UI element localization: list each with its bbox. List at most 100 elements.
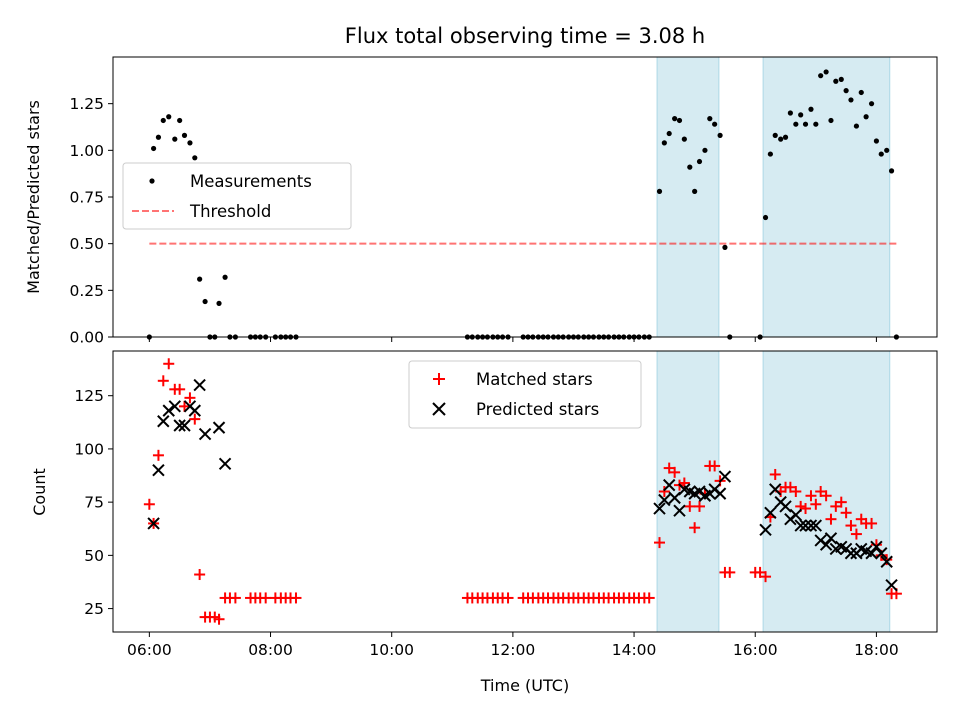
top-y-tick-label: 0.25 bbox=[69, 282, 104, 300]
measurement-point bbox=[762, 214, 769, 221]
matched-star-point bbox=[654, 537, 666, 549]
measurement-point bbox=[828, 117, 834, 124]
measurement-point bbox=[187, 140, 193, 146]
matched-star-point bbox=[152, 449, 164, 461]
predicted-star-point bbox=[168, 400, 182, 413]
measurement-point bbox=[202, 298, 208, 305]
measurement-point bbox=[833, 78, 839, 84]
top-y-tick-label: 0.75 bbox=[69, 189, 104, 207]
measurement-point bbox=[868, 101, 875, 107]
matched-star-point bbox=[189, 413, 201, 425]
matched-star-point bbox=[835, 496, 847, 508]
measurement-point bbox=[838, 76, 844, 82]
top-shaded-interval-1 bbox=[762, 56, 891, 338]
measurement-point bbox=[192, 155, 198, 161]
matched-star-point bbox=[229, 592, 241, 604]
bottom-axes-frame bbox=[112, 350, 938, 633]
matched-star-point bbox=[805, 490, 817, 502]
predicted-star-point bbox=[193, 378, 206, 392]
predicted-star-point bbox=[673, 504, 686, 517]
top-x-ticks bbox=[148, 337, 877, 342]
matched-star-point bbox=[800, 503, 812, 515]
predicted-star-point bbox=[658, 493, 671, 507]
x-axis-label: Time (UTC) bbox=[480, 676, 569, 695]
predicted-star-point bbox=[713, 487, 727, 500]
measurement-point bbox=[197, 276, 203, 282]
chart-title: Flux total observing time = 3.08 h bbox=[345, 24, 705, 48]
bottom-predicted-points bbox=[147, 378, 898, 592]
predicted-star-point bbox=[178, 419, 191, 432]
bottom-y-axis-label: Count bbox=[30, 468, 49, 516]
measurement-point bbox=[216, 300, 222, 306]
measurement-point bbox=[712, 121, 718, 127]
top-shaded-intervals bbox=[656, 56, 891, 338]
matched-star-point bbox=[840, 507, 852, 519]
matched-star-point bbox=[178, 400, 190, 412]
matched-star-point bbox=[850, 528, 862, 540]
matched-star-point bbox=[194, 569, 206, 581]
measurement-point bbox=[717, 132, 723, 138]
top-y-axis-label: Matched/Predicted stars bbox=[24, 100, 43, 294]
top-y-tick-label: 0.00 bbox=[69, 329, 104, 347]
measurement-point bbox=[884, 147, 890, 153]
predicted-star-point bbox=[653, 502, 666, 515]
bottom-legend-box bbox=[408, 360, 642, 429]
matched-star-point bbox=[260, 592, 272, 604]
matched-star-point bbox=[866, 517, 878, 529]
measurement-point bbox=[666, 130, 672, 137]
predicted-star-point bbox=[759, 523, 772, 537]
matched-star-point bbox=[157, 375, 169, 387]
measurement-point bbox=[778, 136, 784, 142]
measurement-point bbox=[722, 244, 728, 250]
measurement-point bbox=[661, 140, 667, 146]
matched-star-point bbox=[810, 498, 822, 510]
top-y-tick-label: 0.50 bbox=[69, 235, 104, 253]
x-tick-label: 14:00 bbox=[612, 641, 657, 659]
measurement-point bbox=[843, 88, 849, 94]
measurement-point bbox=[853, 123, 860, 129]
predicted-star-point bbox=[789, 508, 803, 522]
measurement-point bbox=[172, 136, 178, 142]
matched-star-point bbox=[760, 571, 772, 583]
matched-star-point bbox=[684, 500, 696, 512]
legend-threshold-label: Threshold bbox=[189, 202, 271, 221]
x-tick-label: 08:00 bbox=[248, 641, 293, 659]
measurement-point bbox=[160, 117, 166, 124]
predicted-star-point bbox=[173, 419, 186, 432]
measurement-point bbox=[150, 145, 157, 152]
matched-star-point bbox=[709, 460, 721, 472]
measurement-point bbox=[696, 158, 703, 165]
measurement-point bbox=[222, 274, 228, 280]
measurement-point bbox=[798, 112, 804, 118]
x-tick-label: 16:00 bbox=[733, 641, 778, 659]
matched-star-point bbox=[143, 498, 155, 510]
measurement-point bbox=[166, 114, 172, 120]
predicted-star-point bbox=[769, 483, 782, 496]
matched-star-point bbox=[845, 520, 857, 532]
bottom-y-tick-label: 25 bbox=[84, 600, 104, 618]
predicted-star-point bbox=[152, 464, 165, 477]
x-tick-label: 12:00 bbox=[491, 641, 536, 659]
bottom-y-tick-label: 100 bbox=[74, 440, 104, 458]
measurement-point bbox=[787, 110, 793, 116]
matched-star-point bbox=[643, 592, 655, 604]
matched-star-point bbox=[163, 358, 175, 370]
predicted-star-point bbox=[870, 540, 883, 554]
measurement-point bbox=[782, 134, 789, 140]
measurement-point bbox=[818, 73, 824, 79]
measurement-point bbox=[656, 188, 663, 194]
matched-star-point bbox=[689, 522, 701, 534]
bottom-y-tick-label: 125 bbox=[74, 387, 104, 405]
predicted-star-point bbox=[804, 519, 818, 532]
measurement-point bbox=[793, 121, 799, 127]
top-y-ticks: 0.00 0.25 0.50 0.75 1.00 1.25 bbox=[69, 95, 113, 347]
x-tick-label: 18:00 bbox=[854, 641, 899, 659]
measurement-point bbox=[888, 168, 895, 174]
predicted-star-point bbox=[157, 415, 170, 428]
predicted-star-point bbox=[865, 547, 878, 560]
measurement-point bbox=[878, 151, 884, 157]
matched-star-point bbox=[825, 513, 837, 525]
legend-matched-label: Matched stars bbox=[476, 370, 593, 389]
matched-star-point bbox=[658, 486, 670, 497]
